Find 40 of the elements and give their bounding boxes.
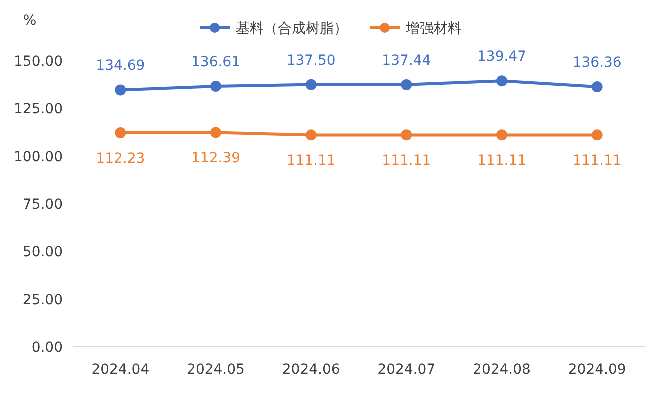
point [496, 130, 508, 141]
y-axis-title: % [23, 13, 37, 29]
point [210, 81, 222, 92]
data-label: 112.39 [192, 150, 240, 167]
x-tick-label: 2024.04 [92, 362, 150, 378]
data-label: 111.11 [478, 153, 526, 170]
x-tick-label: 2024.06 [282, 362, 340, 378]
data-label: 136.36 [572, 55, 622, 72]
x-tick-label: 2024.08 [473, 362, 531, 378]
point [401, 130, 412, 141]
point [210, 127, 222, 138]
point [306, 79, 317, 90]
y-tick-label: 100.00 [14, 149, 63, 166]
y-tick-label: 50.00 [22, 244, 63, 261]
data-label: 137.44 [382, 52, 432, 69]
data-label: 136.61 [192, 54, 240, 71]
y-tick-label: 150.00 [14, 54, 63, 70]
y-tick-label: 125.00 [14, 102, 63, 118]
point [592, 82, 603, 93]
x-tick-label: 2024.07 [378, 362, 436, 378]
data-label: 111.11 [286, 153, 336, 170]
legend-label: 增强材料 [405, 21, 462, 37]
y-tick-label: 0.00 [32, 340, 63, 356]
point [306, 130, 317, 141]
y-tick-label: 25.00 [22, 292, 63, 308]
legend-label: 基料（合成树脂） [236, 21, 348, 37]
x-tick-label: 2024.09 [568, 362, 626, 378]
data-label: 111.11 [572, 153, 622, 170]
point [115, 128, 126, 139]
point [115, 84, 126, 96]
point [496, 76, 508, 87]
data-label: 139.47 [478, 49, 526, 66]
point [401, 79, 412, 90]
point [592, 130, 603, 141]
data-label: 111.11 [382, 153, 432, 170]
data-label: 137.50 [286, 52, 336, 69]
data-label: 134.69 [96, 58, 146, 74]
x-tick-label: 2024.05 [187, 362, 245, 378]
y-tick-label: 75.00 [22, 197, 63, 213]
data-label: 112.23 [96, 151, 146, 168]
